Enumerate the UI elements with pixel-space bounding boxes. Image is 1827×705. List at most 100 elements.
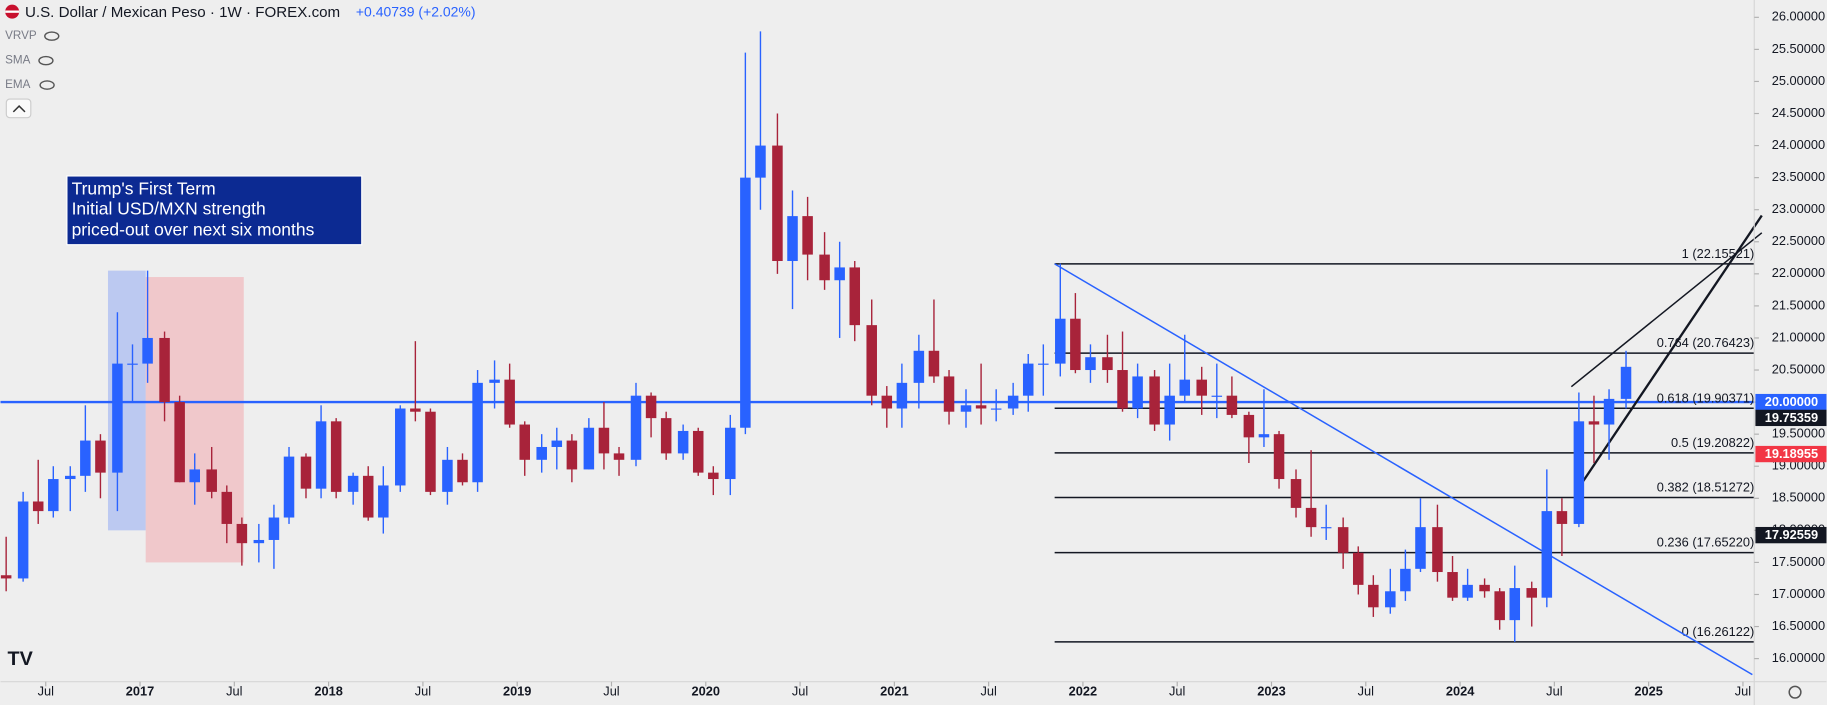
x-tick-label: Jul — [226, 684, 242, 699]
y-tick-label: 24.50000 — [1772, 105, 1825, 120]
indicator-label[interactable]: SMA — [5, 54, 30, 67]
candle-body — [819, 254, 830, 281]
x-tick-label: 2025 — [1634, 684, 1662, 699]
candle-body — [1400, 568, 1411, 592]
candle-body — [1432, 527, 1443, 573]
candle-body — [1226, 395, 1238, 415]
collapse-button[interactable] — [5, 98, 32, 119]
candles — [0, 31, 1632, 642]
candle-body — [17, 501, 29, 579]
candle-body — [881, 395, 893, 409]
candle-body — [283, 456, 295, 518]
indicator-list: VRVP SMA EMA — [5, 29, 60, 119]
candle-body — [315, 421, 327, 489]
candle-body — [692, 430, 704, 473]
y-tick-label: 16.50000 — [1772, 618, 1825, 633]
candle-body — [566, 440, 578, 470]
candle-body — [395, 408, 406, 486]
candle-body — [975, 405, 987, 409]
y-tick-label: 16.00000 — [1772, 650, 1825, 665]
candle-body — [206, 469, 217, 492]
candle-body — [1415, 527, 1426, 569]
candle-body — [378, 485, 389, 518]
x-tick-label: Jul — [415, 684, 431, 699]
candle-body — [1588, 421, 1600, 425]
candle-body — [1070, 318, 1081, 371]
candle-body — [504, 379, 515, 425]
candle-body — [1258, 434, 1270, 438]
candle-body — [174, 402, 185, 483]
y-tick-label: 24.00000 — [1772, 137, 1825, 152]
x-tick-label: 2017 — [126, 684, 154, 699]
candle-body — [536, 446, 547, 460]
price-tag — [1755, 526, 1827, 544]
trend-line — [1570, 232, 1763, 388]
candle-body — [1055, 318, 1066, 364]
candle-body — [1038, 363, 1049, 365]
candle-body — [1352, 552, 1364, 585]
candle-body — [802, 216, 813, 255]
price-tag — [1755, 393, 1827, 411]
symbol-title[interactable]: U.S. Dollar / Mexican Peso · 1W · FOREX.… — [25, 4, 340, 21]
candle-body — [1479, 584, 1490, 592]
candle-body — [660, 418, 672, 454]
candle-body — [159, 337, 170, 403]
y-tick-label: 18.50000 — [1772, 490, 1825, 505]
price-tag — [1755, 445, 1827, 463]
annotation-background — [66, 175, 363, 246]
candle-body — [189, 469, 200, 483]
candle-body — [740, 177, 751, 428]
candle-body — [0, 575, 12, 579]
candle-body — [48, 479, 59, 512]
price-tag — [1755, 409, 1827, 427]
collapse-arrow — [12, 104, 26, 113]
eye-icon[interactable] — [38, 55, 54, 66]
candle-body — [772, 145, 783, 262]
candle-body — [347, 475, 359, 492]
candle-body — [300, 456, 312, 489]
x-tick-label: Jul — [792, 684, 808, 699]
candle-body — [472, 382, 483, 483]
candle-body — [1132, 376, 1143, 409]
candle-body — [645, 395, 657, 419]
candle-body — [80, 440, 91, 476]
candle-body — [32, 501, 44, 512]
indicator-label[interactable]: EMA — [5, 78, 30, 91]
candle-body — [1102, 357, 1113, 371]
candle-body — [677, 430, 689, 454]
trend-line — [1574, 214, 1763, 494]
candle-body — [127, 363, 138, 365]
x-tick-label: Jul — [38, 684, 54, 699]
annotation-box: Trump's First Term Initial USD/MXN stren… — [66, 175, 363, 246]
x-tick-label: 2024 — [1446, 684, 1475, 699]
candle-body — [112, 363, 123, 473]
x-tick-label: Jul — [1169, 684, 1185, 699]
fib-label: 0.764 (20.76423) — [1657, 335, 1754, 350]
logo[interactable]: TV — [7, 648, 33, 670]
candle-body — [221, 491, 233, 524]
y-tick-label: 22.50000 — [1772, 233, 1825, 248]
y-tick-label: 25.00000 — [1772, 73, 1825, 88]
eye-icon[interactable] — [44, 31, 60, 41]
candle-body — [410, 408, 421, 412]
candle-body — [1211, 395, 1223, 397]
candle-body — [1541, 511, 1553, 598]
candle-body — [1243, 414, 1255, 438]
candle-body — [457, 459, 468, 483]
annotation-line: Trump's First Term — [72, 179, 216, 199]
candle-body — [142, 337, 153, 364]
x-tick-label: 2019 — [503, 684, 531, 699]
candle-body — [489, 379, 500, 383]
x-tick-label: Jul — [603, 684, 619, 699]
fib-label: 0 (16.26122) — [1682, 624, 1755, 639]
indicator-label[interactable]: VRVP — [5, 29, 37, 42]
settings-icon[interactable] — [1788, 685, 1802, 699]
eye-icon[interactable] — [39, 80, 55, 90]
candle-body — [551, 440, 563, 447]
x-tick-label: Jul — [1546, 684, 1562, 699]
candle-body — [708, 472, 719, 480]
candle-body — [928, 350, 940, 377]
fib-label: 1 (22.15521) — [1682, 246, 1755, 261]
x-tick-label: Jul — [980, 684, 996, 699]
candle-body — [1462, 584, 1473, 598]
